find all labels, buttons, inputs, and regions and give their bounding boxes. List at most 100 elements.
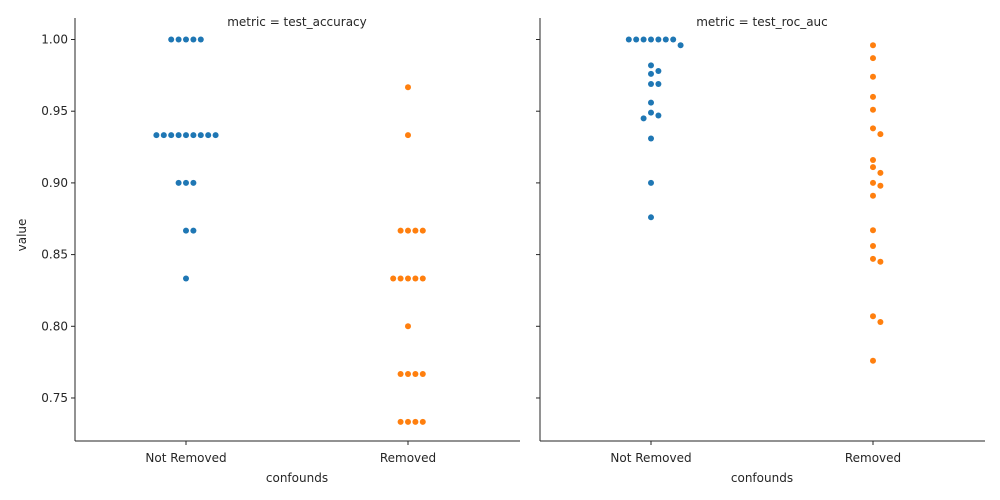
data-point (655, 36, 662, 43)
data-point (877, 182, 884, 189)
x-axis-label: confounds (266, 471, 328, 485)
x-tick-label-not-removed: Not Removed (610, 451, 691, 465)
y-tick-label: 0.85 (41, 248, 68, 262)
data-point (190, 227, 197, 234)
data-point (197, 132, 204, 139)
data-point (655, 80, 662, 87)
data-point (397, 275, 404, 282)
facet-test-accuracy: metric = test_accuracy value confounds N… (15, 15, 520, 485)
data-point (419, 275, 426, 282)
data-point (870, 192, 876, 199)
data-point (153, 132, 160, 139)
data-point (648, 36, 654, 43)
data-point (175, 36, 182, 43)
data-point (877, 258, 884, 265)
data-point (412, 371, 419, 378)
data-point (648, 80, 654, 87)
data-point (397, 371, 404, 378)
x-tick-label-removed: Removed (845, 451, 901, 465)
data-point (870, 179, 876, 186)
data-point (677, 42, 684, 49)
data-point (405, 227, 411, 234)
data-point (160, 132, 167, 139)
x-tick-label-not-removed: Not Removed (145, 451, 226, 465)
data-point (877, 318, 884, 325)
data-point (183, 227, 189, 234)
tick-marks (71, 39, 409, 445)
data-point (397, 227, 404, 234)
data-point (648, 109, 654, 116)
data-point (183, 179, 189, 186)
data-points (153, 36, 426, 425)
data-point (870, 106, 876, 113)
data-point (405, 132, 411, 139)
data-point (390, 275, 397, 282)
facet-title: metric = test_accuracy (227, 15, 367, 29)
data-point (175, 132, 182, 139)
data-point (412, 227, 419, 234)
data-point (870, 55, 876, 62)
y-tick-label: 0.90 (41, 176, 68, 190)
data-point (640, 36, 647, 43)
data-point (870, 227, 876, 234)
y-tick-label: 0.80 (41, 319, 68, 333)
data-point (183, 36, 189, 43)
data-point (870, 125, 876, 132)
data-point (648, 99, 654, 106)
data-point (648, 214, 654, 221)
data-point (870, 156, 876, 163)
data-point (168, 36, 175, 43)
data-points (625, 36, 884, 364)
y-axis-label: value (15, 219, 29, 252)
data-point (405, 418, 411, 425)
data-point (870, 242, 876, 249)
data-point (412, 418, 419, 425)
data-point (655, 112, 662, 119)
data-point (670, 36, 677, 43)
data-point (405, 84, 411, 91)
data-point (205, 132, 212, 139)
data-point (168, 132, 175, 139)
data-point (662, 36, 669, 43)
data-point (405, 323, 411, 330)
x-tick-label-removed: Removed (380, 451, 436, 465)
data-point (870, 255, 876, 262)
data-point (419, 227, 426, 234)
data-point (877, 169, 884, 176)
data-point (190, 179, 197, 186)
data-point (183, 275, 189, 282)
data-point (397, 418, 404, 425)
data-point (870, 313, 876, 320)
data-point (197, 36, 204, 43)
data-point (175, 179, 182, 186)
y-tick-label: 1.00 (41, 33, 68, 47)
data-point (870, 73, 876, 80)
data-point (212, 132, 219, 139)
tick-marks (536, 39, 874, 445)
data-point (190, 36, 197, 43)
data-point (648, 70, 654, 77)
data-point (870, 42, 876, 49)
data-point (633, 36, 640, 43)
facet-test-roc-auc: metric = test_roc_auc confounds Not Remo… (536, 15, 985, 485)
data-point (870, 164, 876, 171)
data-point (648, 62, 654, 69)
x-axis-label: confounds (731, 471, 793, 485)
y-tick-label: 0.75 (41, 391, 68, 405)
data-point (870, 357, 876, 364)
facet-title: metric = test_roc_auc (696, 15, 828, 29)
y-tick-labels: 0.75 0.80 0.85 0.90 0.95 1.00 (41, 33, 68, 405)
data-point (648, 135, 654, 142)
data-point (640, 115, 647, 122)
data-point (405, 275, 411, 282)
data-point (183, 132, 189, 139)
data-point (412, 275, 419, 282)
data-point (625, 36, 632, 43)
data-point (648, 179, 654, 186)
data-point (419, 371, 426, 378)
data-point (190, 132, 197, 139)
data-point (419, 418, 426, 425)
data-point (870, 93, 876, 100)
y-tick-label: 0.95 (41, 104, 68, 118)
